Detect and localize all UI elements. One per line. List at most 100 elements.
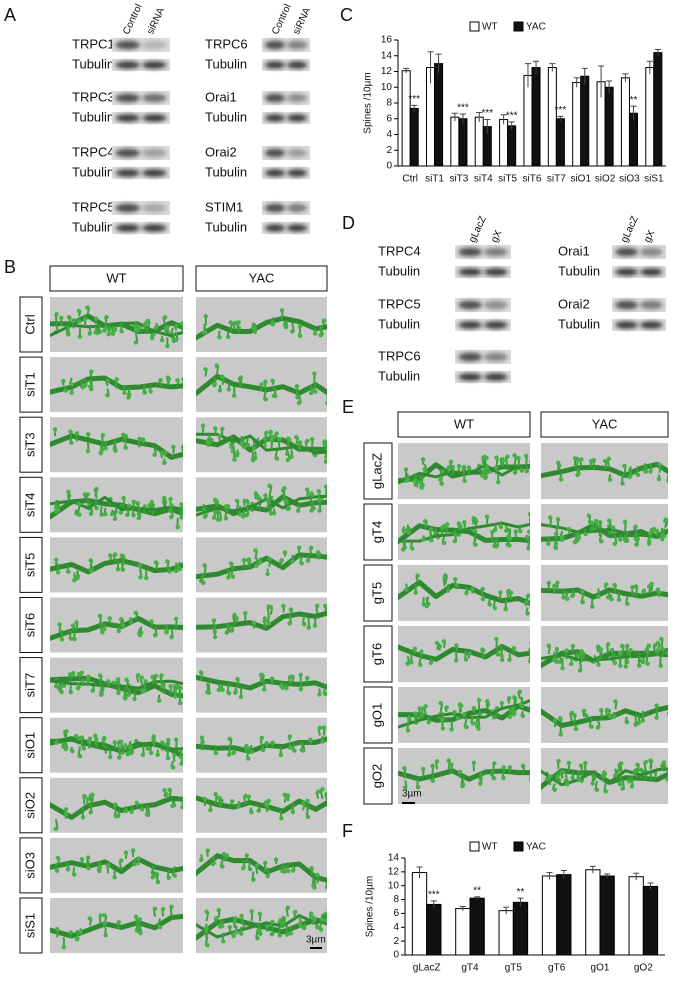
blot-band bbox=[458, 300, 482, 310]
bar bbox=[556, 874, 572, 956]
spine-head bbox=[126, 503, 132, 508]
spine-head bbox=[566, 526, 572, 532]
spine-head bbox=[137, 917, 143, 922]
blot-band bbox=[615, 247, 638, 257]
spine-head bbox=[645, 661, 650, 666]
spine-head bbox=[220, 426, 225, 432]
spine-head bbox=[247, 866, 253, 872]
blot-band bbox=[484, 321, 508, 329]
spine-head bbox=[142, 322, 147, 327]
row-label: siO2 bbox=[22, 792, 37, 819]
spine-head bbox=[429, 538, 434, 543]
spine-head bbox=[420, 706, 425, 711]
bar bbox=[409, 108, 419, 167]
spine-head bbox=[618, 663, 623, 668]
blot-band bbox=[640, 300, 663, 310]
blot-band bbox=[286, 148, 308, 158]
row-label-box bbox=[363, 503, 393, 561]
spine-head bbox=[421, 602, 426, 607]
spine-head bbox=[76, 671, 82, 677]
spine-head bbox=[65, 867, 71, 872]
spine-head bbox=[279, 816, 284, 821]
spine-head bbox=[220, 939, 226, 944]
spine-head bbox=[167, 569, 172, 574]
spine-head bbox=[524, 599, 529, 605]
spine-head bbox=[647, 531, 653, 536]
spine-head bbox=[576, 776, 582, 782]
spine-head bbox=[576, 471, 581, 476]
spine-head bbox=[470, 587, 475, 592]
spine-head bbox=[244, 513, 249, 518]
spine-head bbox=[233, 916, 238, 921]
spine-head bbox=[158, 377, 163, 383]
spine-head bbox=[421, 537, 426, 542]
spine-head bbox=[90, 688, 95, 693]
dendrite bbox=[196, 725, 327, 761]
blot-target-label: TRPC3 bbox=[72, 89, 115, 104]
spine-head bbox=[314, 872, 320, 878]
blot-target-label: Orai2 bbox=[205, 144, 237, 159]
spine-head bbox=[501, 775, 506, 781]
blot-band bbox=[458, 321, 482, 329]
spine-head bbox=[462, 712, 467, 717]
spine-head bbox=[122, 745, 128, 750]
spine-head bbox=[200, 739, 205, 745]
spine-head bbox=[167, 787, 172, 793]
dendrite-shaft bbox=[196, 432, 327, 455]
spine-head bbox=[668, 519, 672, 523]
bar bbox=[458, 118, 468, 167]
spine-head bbox=[163, 450, 168, 455]
spine bbox=[326, 395, 327, 404]
x-tick-label: gO2 bbox=[634, 963, 653, 974]
spine-head bbox=[296, 545, 302, 550]
spine-head bbox=[274, 456, 280, 461]
spine-head bbox=[478, 781, 483, 786]
spine-head bbox=[415, 784, 421, 790]
spine-head bbox=[438, 700, 443, 706]
spine-head bbox=[670, 699, 674, 703]
spine-head bbox=[263, 379, 268, 384]
spine-head bbox=[94, 486, 99, 492]
blot-band bbox=[286, 40, 308, 50]
dendrite bbox=[541, 636, 668, 673]
spine-head bbox=[242, 498, 247, 504]
spine-head bbox=[252, 325, 258, 331]
spine-head bbox=[619, 761, 624, 766]
spine-head bbox=[294, 384, 300, 389]
spine-head bbox=[268, 605, 273, 610]
spine-head bbox=[85, 855, 91, 860]
spine-head bbox=[103, 512, 108, 517]
spine-head bbox=[74, 576, 80, 581]
spine-head bbox=[596, 644, 601, 649]
spine-head bbox=[290, 868, 296, 873]
spine-head bbox=[609, 596, 614, 602]
spine-head bbox=[649, 527, 654, 533]
spine-head bbox=[181, 377, 183, 382]
spine-head bbox=[558, 716, 563, 721]
spine-head bbox=[159, 337, 165, 343]
spine-head bbox=[312, 885, 317, 890]
spine bbox=[528, 532, 530, 542]
spine-head bbox=[103, 446, 108, 451]
blot-target-label: Orai1 bbox=[558, 243, 590, 258]
spine-head bbox=[172, 688, 177, 694]
lane-label: Control bbox=[270, 3, 294, 37]
spine-head bbox=[520, 713, 526, 719]
blot-target-label: TRPC1 bbox=[72, 36, 115, 51]
spine-head bbox=[110, 331, 116, 336]
spine-head bbox=[68, 636, 74, 641]
spine-head bbox=[304, 487, 310, 492]
bar bbox=[585, 869, 601, 956]
spine-head bbox=[440, 726, 446, 731]
spine-head bbox=[54, 740, 59, 745]
x-tick-label: siT5 bbox=[498, 174, 517, 185]
spine bbox=[161, 683, 166, 694]
spine-head bbox=[506, 588, 511, 594]
spine-head bbox=[232, 920, 237, 925]
spine-head bbox=[288, 931, 293, 936]
spine-head bbox=[239, 913, 244, 919]
column-header-box bbox=[195, 265, 328, 292]
spine-head bbox=[152, 452, 157, 457]
blot-band bbox=[615, 300, 638, 310]
spine-head bbox=[155, 879, 161, 885]
